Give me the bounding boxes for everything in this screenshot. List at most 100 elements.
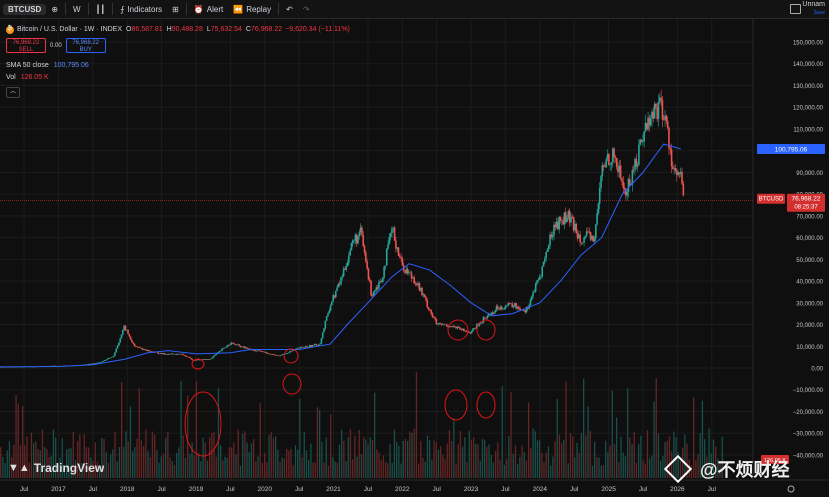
volume-bar: [134, 446, 136, 478]
volume-bar: [558, 434, 561, 478]
candle: [361, 227, 363, 236]
candle: [622, 181, 625, 188]
volume-bar: [387, 463, 389, 478]
compare-icon[interactable]: ⊕: [51, 4, 59, 14]
candle: [415, 283, 418, 285]
volume-bar: [275, 436, 277, 478]
candle: [367, 268, 370, 280]
sma-legend[interactable]: SMA 50 close 100,795.06: [6, 62, 89, 69]
candle: [490, 312, 493, 316]
volume-bar: [407, 440, 409, 478]
candle: [608, 154, 610, 165]
volume-bar: [675, 436, 677, 478]
layout-name[interactable]: Unnam Save: [802, 1, 825, 17]
candle: [666, 121, 669, 128]
volume-bar: [231, 447, 233, 478]
x-tick-label: 2018: [120, 486, 135, 493]
series-title[interactable]: Bitcoin / U.S. Dollar · 1W · INDEX: [17, 26, 123, 33]
volume-bar: [695, 459, 697, 478]
volume-bar: [398, 445, 400, 478]
volume-bar: [264, 453, 266, 478]
volume-bar: [668, 436, 671, 478]
volume-bar: [312, 462, 314, 478]
x-tick-label: 2024: [533, 486, 548, 493]
candle: [519, 308, 521, 310]
candle: [583, 237, 585, 243]
volume-bar: [413, 428, 415, 478]
candle: [617, 166, 619, 173]
candle: [378, 282, 380, 289]
volume-bar: [154, 434, 156, 478]
volume-bar: [288, 450, 290, 478]
candle: [299, 346, 302, 349]
candle: [473, 327, 476, 329]
volume-legend[interactable]: Vol 126.05 K: [6, 74, 49, 81]
candle: [170, 353, 172, 355]
candle: [588, 231, 591, 233]
candle: [461, 328, 464, 331]
volume-bar: [79, 434, 81, 478]
alert-label: Alert: [206, 4, 224, 14]
candle: [376, 287, 379, 289]
candle: [653, 103, 656, 119]
replay-button[interactable]: ⏪ Replay: [228, 0, 276, 18]
y-tick-label: −30,000.00: [793, 432, 824, 438]
tradingview-logo-text: TradingView: [33, 461, 105, 475]
symbol-badge: [757, 193, 785, 204]
collapse-legend-button[interactable]: ︿: [6, 87, 20, 98]
volume-bar: [162, 453, 165, 478]
settings-icon[interactable]: [787, 485, 795, 493]
candle: [516, 306, 519, 309]
volume-bar: [213, 432, 215, 478]
candle: [179, 353, 182, 355]
candles-icon[interactable]: ┃┃: [95, 4, 106, 14]
sell-button[interactable]: 76,968.22 SELL: [6, 38, 46, 53]
watermark-text: @不烦财经: [700, 460, 790, 480]
candle: [93, 363, 95, 365]
volume-bar: [598, 457, 600, 478]
layout-icon[interactable]: [790, 4, 801, 14]
volume-bar: [431, 459, 433, 478]
candle: [460, 329, 463, 331]
candle: [144, 349, 146, 350]
price-axis[interactable]: [753, 18, 829, 480]
candle: [159, 353, 162, 354]
candle: [257, 350, 260, 352]
candle: [443, 324, 446, 326]
top-toolbar: BTCUSD ⊕ W ┃┃ ⨍ Indicators ⊞ ⏰ Alert ⏪ Repl…: [0, 0, 829, 19]
candle: [318, 344, 320, 346]
volume-bar: [457, 443, 459, 478]
buy-button[interactable]: 76,968.22 BUY: [65, 38, 106, 53]
volume-bar: [303, 431, 305, 478]
symbol-search-button[interactable]: BTCUSD: [3, 3, 47, 15]
templates-icon[interactable]: ⊞: [172, 4, 179, 14]
volume-bar: [662, 456, 664, 478]
sell-price: 76,968.22: [12, 40, 40, 46]
candle: [195, 360, 197, 361]
candle: [327, 313, 329, 317]
candle: [399, 255, 401, 258]
volume-bar: [268, 434, 270, 478]
candle: [506, 305, 508, 307]
volume-badge: [761, 455, 789, 464]
volume-bar: [239, 465, 242, 478]
time-axis[interactable]: [0, 480, 829, 497]
candle: [664, 115, 666, 120]
candle: [456, 326, 459, 329]
volume-bar: [15, 395, 17, 478]
interval-button[interactable]: W: [73, 4, 81, 14]
toolbar-divider: [87, 3, 89, 15]
redo-icon[interactable]: ↷: [302, 4, 310, 14]
volume-bar: [77, 440, 79, 478]
annotation-circle: [283, 348, 299, 364]
candle: [125, 329, 128, 331]
indicators-button[interactable]: ⨍ Indicators: [115, 0, 167, 18]
volume-bar: [286, 448, 288, 478]
volume-bar: [591, 465, 594, 478]
undo-icon[interactable]: ↶: [286, 4, 293, 14]
volume-bar: [565, 380, 567, 478]
candle: [328, 310, 331, 314]
close-key: C: [245, 26, 251, 33]
alert-button[interactable]: ⏰ Alert: [189, 0, 228, 18]
